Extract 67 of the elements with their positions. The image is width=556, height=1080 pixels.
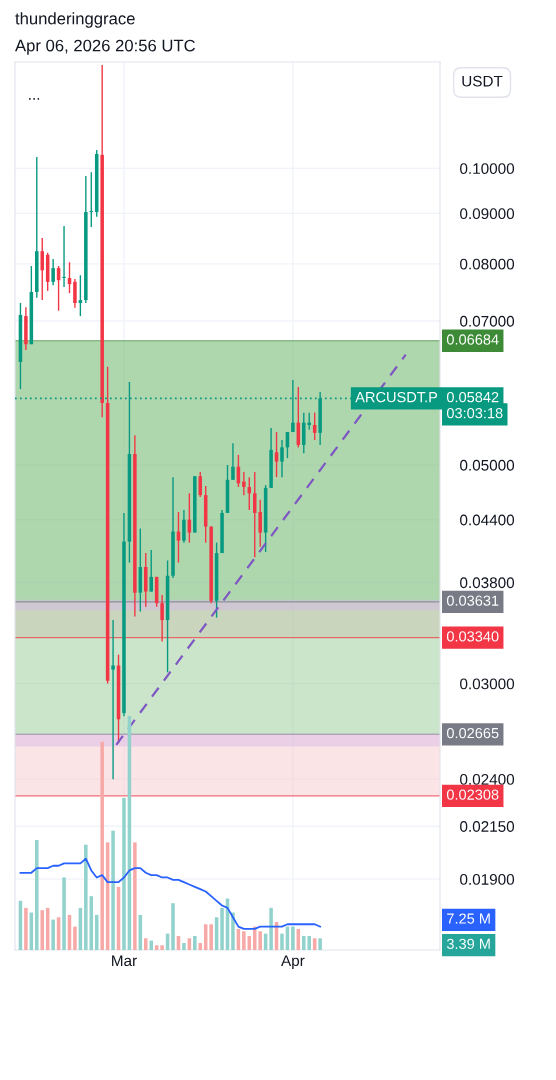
- bar: [269, 907, 273, 950]
- text: 03:03:18: [446, 407, 503, 419]
- y-tick-label: 0.10000: [460, 163, 515, 175]
- bar: [111, 830, 115, 950]
- candlestick: [182, 509, 186, 544]
- annotation: ARCUSDT.P: [355, 391, 438, 403]
- candlestick: [40, 237, 45, 301]
- text: 3.39 M: [446, 938, 490, 950]
- ref-line-label: 0.02665: [446, 727, 499, 739]
- candlestick: [89, 171, 94, 228]
- y-tick-label: 0.02150: [460, 821, 515, 832]
- bar: [35, 840, 39, 950]
- ref-line-label: 0.05842: [446, 391, 499, 403]
- bar: [94, 914, 99, 950]
- y-tick-label: 0.05000: [460, 459, 515, 471]
- candlestick: [242, 471, 246, 496]
- ref-line-label: 0.06684: [446, 334, 499, 345]
- y-tick-label: 0.02400: [460, 774, 515, 785]
- candlestick: [149, 549, 153, 593]
- y-tick-label: 0.01900: [460, 873, 515, 885]
- bar: [160, 945, 164, 950]
- bar: [144, 938, 148, 950]
- bar: [182, 942, 186, 950]
- chart-subtitle: Apr 06, 2026 20:56 UTC: [15, 39, 196, 55]
- candlestick: [51, 258, 55, 286]
- bar: [318, 938, 322, 950]
- bar: [122, 797, 126, 950]
- text: USDT: [462, 75, 503, 87]
- candlestick: [280, 439, 284, 478]
- bar: [193, 935, 197, 950]
- bar: [242, 931, 246, 950]
- bar: [171, 903, 175, 950]
- bar: [84, 844, 88, 950]
- y-tick-label: 0.03800: [460, 577, 515, 589]
- bar: [24, 907, 28, 950]
- bar: [220, 907, 224, 950]
- bar: [100, 741, 104, 950]
- bar: [51, 919, 55, 950]
- bar: [280, 933, 284, 950]
- candlestick: [231, 442, 235, 481]
- ref-line-label: 0.03340: [446, 631, 499, 642]
- y-tick-label: 0.07000: [460, 315, 515, 327]
- candlestick: [62, 225, 66, 288]
- chart-title: thunderinggrace: [15, 12, 135, 28]
- y-tick-label: 0.03000: [460, 678, 515, 690]
- bar: [62, 877, 66, 950]
- bar: [198, 942, 203, 950]
- candlestick: [111, 619, 115, 780]
- text: 7.25 M: [447, 913, 490, 924]
- y-tick-label: 0.08000: [460, 258, 515, 270]
- ref-line-label: 0.03631: [446, 595, 499, 606]
- annotation: ...: [29, 98, 40, 100]
- bar: [73, 926, 77, 950]
- candlestick: [198, 471, 203, 498]
- candlestick: [274, 431, 279, 478]
- bar: [40, 910, 45, 950]
- bar: [209, 924, 213, 950]
- bar: [291, 926, 295, 950]
- y-tick-label: 0.09000: [460, 208, 515, 220]
- ref-line-label: 0.02308: [446, 789, 499, 800]
- x-tick-label: Mar: [112, 955, 137, 967]
- candlestick: [73, 278, 77, 309]
- bar: [149, 940, 153, 950]
- x-tick-label: Apr: [281, 955, 305, 970]
- candlestick: [78, 274, 83, 317]
- bar: [133, 842, 137, 950]
- y-tick-label: 0.04400: [460, 514, 515, 526]
